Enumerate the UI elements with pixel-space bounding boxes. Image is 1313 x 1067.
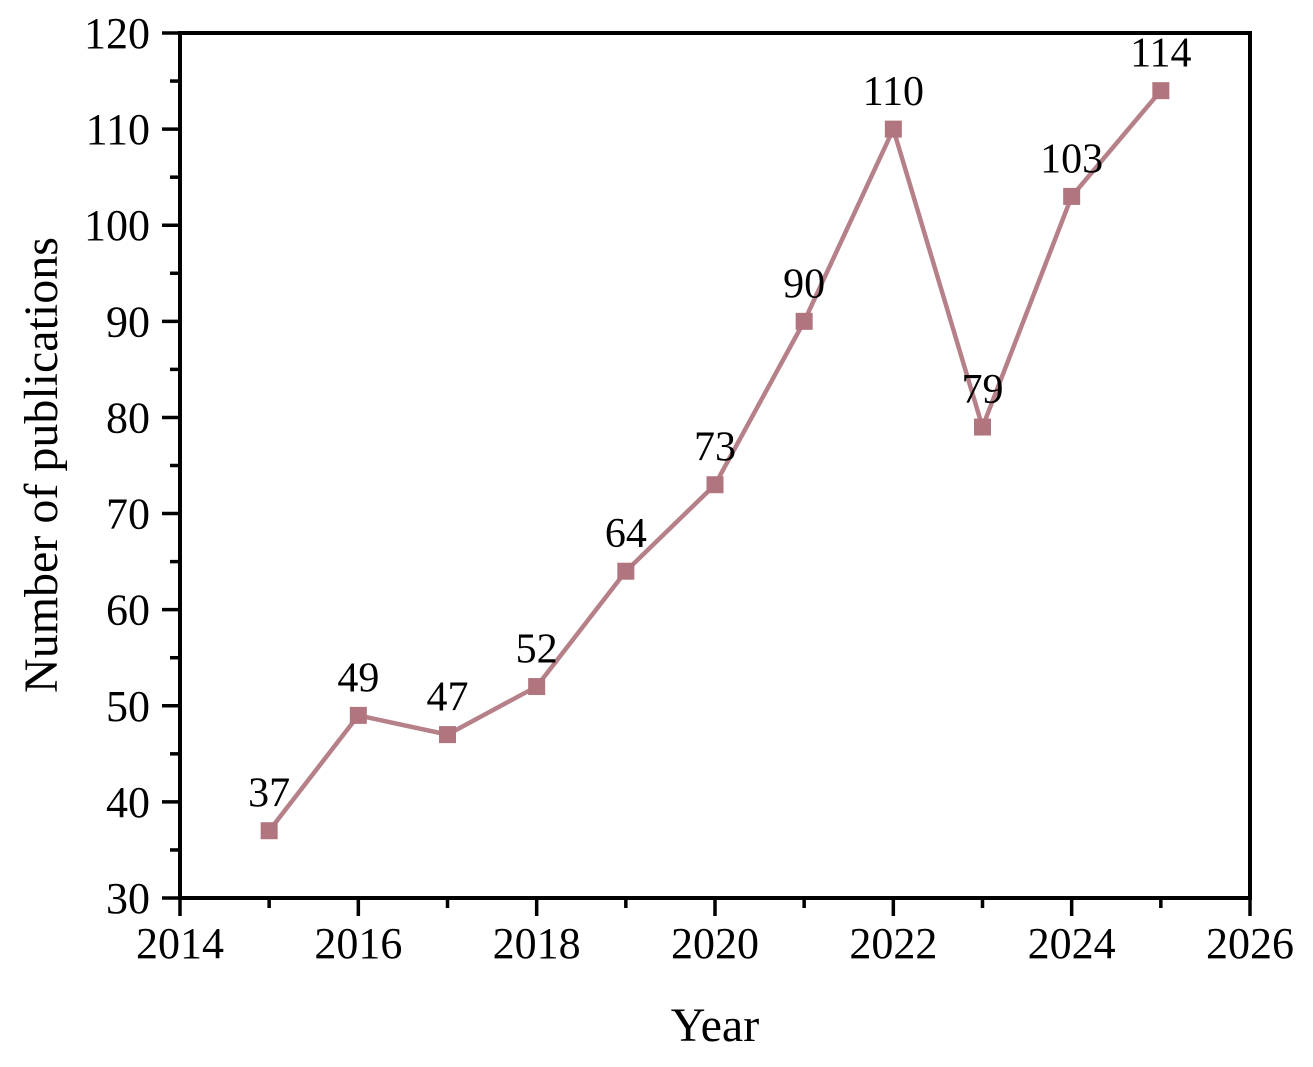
data-point-label: 90: [783, 261, 825, 307]
data-point-marker: [974, 418, 991, 436]
data-point-marker: [706, 476, 724, 494]
x-axis-tick-label: 2018: [493, 919, 581, 968]
y-axis-tick-label: 30: [106, 874, 150, 923]
x-axis-tick-label: 2024: [1028, 919, 1116, 968]
data-point-label: 37: [248, 771, 290, 817]
x-axis-tick-label: 2014: [136, 919, 224, 968]
data-point-marker: [349, 706, 367, 724]
data-point-marker: [260, 822, 278, 840]
data-point-marker: [795, 312, 813, 330]
y-axis-tick-label: 40: [106, 778, 150, 827]
data-point-marker: [1152, 82, 1170, 100]
data-point-marker: [617, 562, 635, 580]
x-axis-tick-label: 2016: [314, 919, 402, 968]
data-point-label: 52: [516, 627, 558, 673]
data-point-marker: [528, 678, 546, 696]
data-point-label: 49: [337, 655, 379, 701]
y-axis-tick-label: 70: [106, 490, 150, 539]
data-point-label: 114: [1130, 31, 1191, 77]
x-axis-tick-label: 2020: [671, 919, 759, 968]
data-point-marker: [439, 726, 456, 744]
y-axis-tick-label: 60: [106, 586, 150, 635]
data-point-marker: [884, 120, 902, 138]
plot-border: [178, 31, 1252, 900]
y-axis-tick-label: 50: [106, 682, 150, 731]
y-axis-tick-label: 120: [84, 9, 150, 58]
y-axis-tick-label: 110: [86, 105, 150, 154]
data-point-label: 110: [863, 69, 924, 115]
x-axis-tick-label: 2022: [849, 919, 937, 968]
data-point-label: 73: [694, 425, 736, 471]
x-axis-tick-label: 2026: [1206, 919, 1294, 968]
y-axis-tick-label: 80: [106, 393, 150, 442]
y-axis-title: Number of publications: [15, 237, 68, 693]
data-point-label: 103: [1040, 136, 1103, 182]
data-point-marker: [1063, 187, 1081, 205]
data-point-label: 47: [427, 675, 469, 721]
data-point-label: 64: [605, 511, 647, 557]
x-axis-title: Year: [670, 999, 760, 1052]
y-axis-tick-label: 90: [106, 297, 150, 346]
y-axis-tick-label: 100: [84, 201, 150, 250]
data-point-label: 79: [962, 367, 1004, 413]
